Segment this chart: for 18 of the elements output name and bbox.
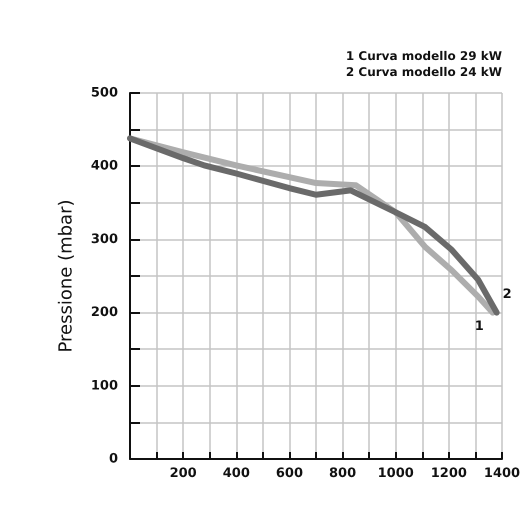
- y-tick-label: 300: [90, 232, 118, 247]
- series-label: 2: [502, 287, 512, 302]
- x-tick-label: 1200: [430, 466, 467, 481]
- series-label: 1: [474, 319, 484, 334]
- y-tick-label: 400: [90, 158, 118, 174]
- x-tick-label: 800: [329, 466, 356, 481]
- x-tick-label: 200: [170, 466, 197, 481]
- y-tick-label: 200: [90, 305, 118, 320]
- x-tick-label: 400: [222, 466, 250, 481]
- x-tick-label: 600: [276, 466, 303, 481]
- y-tick-label: 0: [108, 452, 118, 466]
- x-tick-label: 1400: [484, 466, 520, 481]
- text: 2 Curva modello 24 kW: [346, 65, 502, 79]
- y-tick-label: 100: [90, 378, 118, 394]
- x-tick-label: 1000: [378, 466, 414, 481]
- text: 1 Curva modello 29 kW: [346, 49, 502, 63]
- y-axis-title: Pressione (mbar): [56, 199, 76, 353]
- y-tick-label: 500: [90, 86, 118, 100]
